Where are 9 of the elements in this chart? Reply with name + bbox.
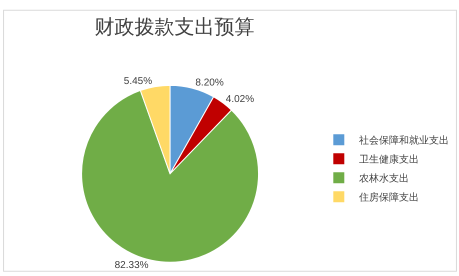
data-label: 8.20% <box>195 78 224 89</box>
data-label: 82.33% <box>114 260 149 272</box>
legend-label: 农林水支出 <box>358 172 409 185</box>
legend-label: 卫生健康支出 <box>358 154 419 166</box>
legend-label: 社会保障和就业支出 <box>358 134 449 147</box>
data-label: 4.02% <box>226 94 254 105</box>
data-label: 5.45% <box>124 76 152 87</box>
legend-label: 住房保障支出 <box>358 192 419 204</box>
chart-title: 财政拨款支出预算 <box>94 16 254 38</box>
